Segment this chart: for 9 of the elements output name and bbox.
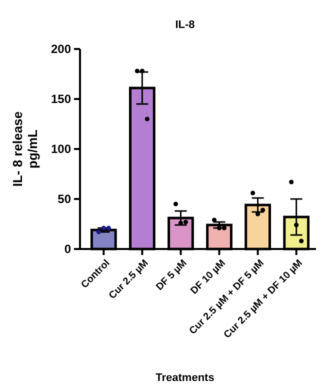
y-tick-label: 100 [50, 142, 72, 156]
chart-title: IL-8 [175, 19, 195, 31]
y-tick-label: 150 [50, 92, 72, 106]
y-axis-title: IL- 8 release pg/mL [10, 111, 40, 187]
y-tick-label: 200 [50, 42, 72, 56]
y-tick-label: 50 [58, 192, 72, 206]
x-axis-title: Treatments [156, 372, 214, 384]
x-tick-label: DF 5 µM [154, 258, 190, 293]
y-tick-label: 0 [64, 242, 72, 256]
